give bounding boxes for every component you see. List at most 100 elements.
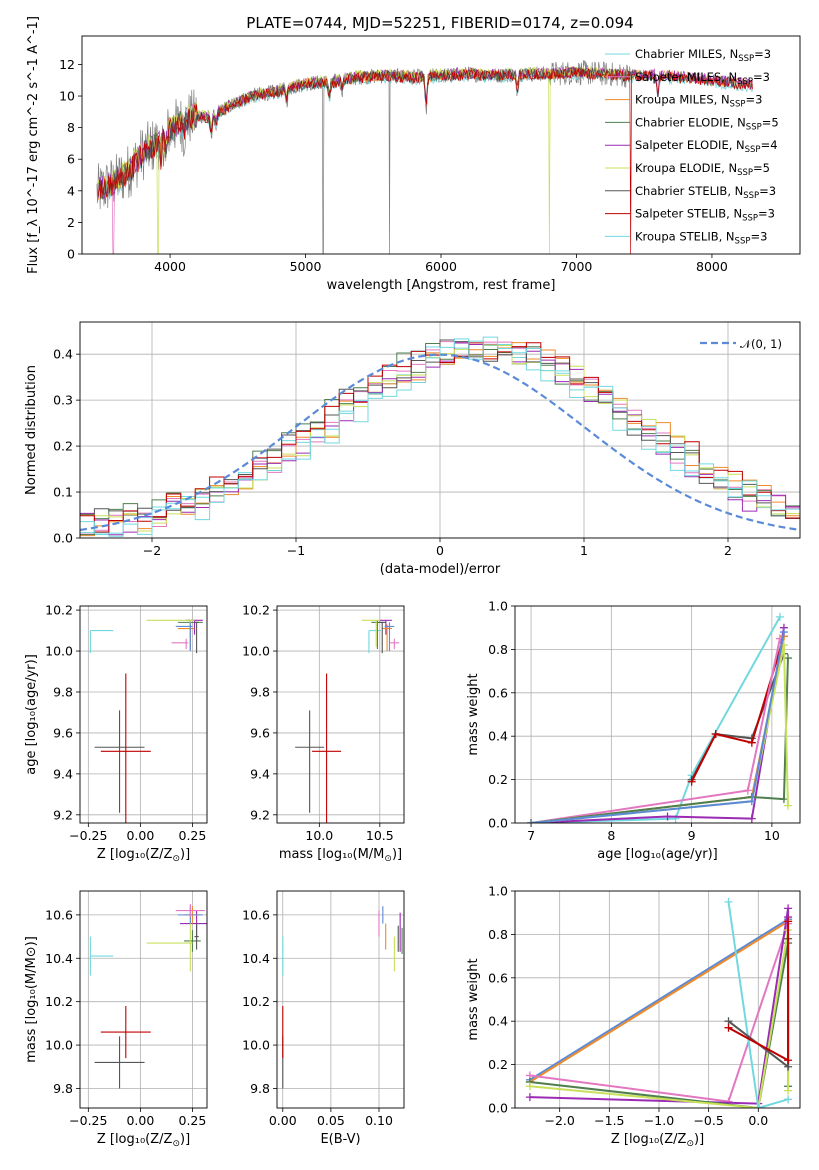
legend-entry: Chabrier ELODIE, NSSP=5 (635, 115, 779, 132)
data-point-darkgray (378, 621, 386, 654)
legend-entry: Chabrier MILES, NSSP=3 (635, 47, 771, 64)
x-axis-label-tail: )] (180, 1132, 190, 1147)
axes-frame (276, 890, 405, 1109)
legend-entry: Kroupa MILES, NSSP=3 (635, 93, 762, 110)
x-tick-label: 8000 (696, 259, 728, 274)
y-tick-label: 9.2 (53, 807, 73, 822)
plot-area-residuals (80, 322, 800, 538)
x-tick-label: 2 (724, 543, 732, 558)
data-point-cyan (368, 630, 382, 654)
legend-label-sub: SSP (742, 214, 758, 224)
y-tick-label: 0.8 (488, 642, 508, 657)
x-axis-label-tail: )] (694, 1132, 704, 1147)
y-tick-label: 9.8 (53, 1081, 73, 1096)
spectrum-model-line-purple (97, 66, 753, 200)
legend-label: 𝒩(0, 1) (740, 337, 782, 351)
x-axis-label: age [log₁₀(age/yr)] (597, 847, 718, 862)
axes-frame (79, 890, 208, 1109)
data-point-darkgray (194, 923, 199, 950)
data-point-pink (171, 638, 189, 649)
plot-area-mass-vs-ebv (277, 891, 404, 1108)
series-marker (784, 917, 793, 926)
axes-frame (79, 321, 801, 539)
x-tick-label: −2 (143, 543, 161, 558)
panel-residuals: −2 −1 0 1 2 0.0 0.1 0.2 0.3 0.4 (data-model)/error… (24, 321, 801, 577)
x-tick-label: −1.0 (644, 1113, 674, 1128)
legend-label-sub: SSP (745, 145, 761, 155)
series-cyan (527, 612, 784, 823)
y-tick-label: 0.0 (488, 816, 508, 831)
plot-area-age-vs-z (80, 606, 207, 823)
x-tick-label: 9 (688, 828, 696, 843)
spectrum-model-line-yellowgreen (97, 66, 634, 254)
data-point-cyan (89, 936, 114, 976)
series-line (530, 658, 789, 823)
data-point-blue (175, 622, 193, 652)
y-tick-label: 2 (67, 215, 75, 230)
legend-entry: Kroupa STELIB, NSSP=3 (635, 229, 767, 246)
y-tick-label: 1.0 (488, 884, 508, 899)
series-line (530, 638, 781, 823)
x-tick-label: −0.25 (69, 828, 107, 843)
x-tick-label: 1 (580, 543, 588, 558)
histogram-steps-cyan (80, 336, 800, 537)
legend-label: Salpeter STELIB, N (635, 207, 742, 221)
y-tick-label: 9.2 (250, 807, 270, 822)
x-axis-label-sun: ⊙ (172, 1139, 180, 1149)
legend-label-tail: =3 (750, 229, 767, 243)
x-tick-label: 10.0 (305, 828, 333, 843)
x-axis-label: (data-model)/error (380, 562, 501, 577)
y-tick-label: 0.4 (488, 729, 508, 744)
y-axis-label: Flux [f_λ 10^-17 erg cm^-2 s^-1 A^-1] (26, 16, 41, 274)
panel-spectrum: 4000 5000 6000 7000 8000 0 2 4 6 8 10 12 wavelength … (26, 16, 801, 293)
plot-area-weight-vs-z (515, 891, 800, 1108)
y-tick-label: 10.0 (45, 644, 73, 659)
x-axis-label-sun: ⊙ (172, 854, 180, 864)
x-tick-label: −2.0 (545, 1113, 575, 1128)
legend-entry: Salpeter ELODIE, NSSP=4 (635, 138, 778, 155)
y-axis-label: age [log₁₀(age/yr)] (24, 654, 39, 775)
spectrum-model-line-red (97, 67, 753, 254)
series-blue (527, 628, 788, 823)
y-tick-label: 10.2 (242, 603, 270, 618)
series-marker (747, 738, 756, 747)
data-point-green (184, 930, 201, 952)
data-point-red (100, 1006, 151, 1059)
y-tick-label: 0.4 (488, 1014, 508, 1029)
data-point-darkgray (295, 710, 325, 813)
y-tick-label: 10.4 (242, 951, 270, 966)
panel-mass-vs-ebv: 0.00 0.05 0.10 9.8 10.0 10.2 10.4 10.6 E(B-V) (242, 890, 405, 1147)
x-axis-label: Z [log₁₀(Z/Z⊙)] (97, 1132, 190, 1149)
y-tick-label: 10.6 (242, 907, 270, 922)
axes-frame (276, 605, 405, 824)
series-marker (743, 786, 752, 795)
legend-label: Chabrier STELIB, N (635, 184, 743, 198)
y-tick-label: 0.3 (53, 393, 73, 408)
series-line (727, 901, 789, 1108)
series-marker (527, 819, 536, 823)
x-tick-label: 0.00 (269, 1113, 297, 1128)
series-marker (525, 1093, 534, 1102)
data-point-yellowgreen (146, 914, 193, 972)
series-marker (525, 1082, 534, 1091)
spectrum-model-line-green (97, 66, 753, 200)
legend-label-tail: =5 (762, 115, 779, 129)
plot-area-age-vs-mass (277, 606, 404, 823)
y-axis-label: mass weight (466, 958, 481, 1040)
legend-label-tail: =3 (745, 93, 762, 107)
series-line (530, 636, 785, 823)
series-marker (784, 904, 793, 913)
figure-title: PLATE=0744, MJD=52251, FIBERID=0174, z=0… (246, 14, 633, 32)
y-tick-label: 4 (67, 183, 75, 198)
axes-frame (81, 35, 801, 255)
y-tick-label: 10.2 (242, 994, 270, 1009)
legend-label: Kroupa STELIB, N (635, 229, 735, 243)
x-axis-label-sun: ⊙ (686, 1139, 694, 1149)
x-axis-label-main: Z [log₁₀(Z/Z (611, 1132, 687, 1147)
y-tick-label: 9.8 (53, 684, 73, 699)
x-axis-label: Z [log₁₀(Z/Z⊙)] (611, 1132, 704, 1149)
x-axis-label-tail: )] (392, 847, 402, 862)
y-tick-label: 0.8 (488, 927, 508, 942)
x-tick-label: 0.05 (317, 1113, 345, 1128)
